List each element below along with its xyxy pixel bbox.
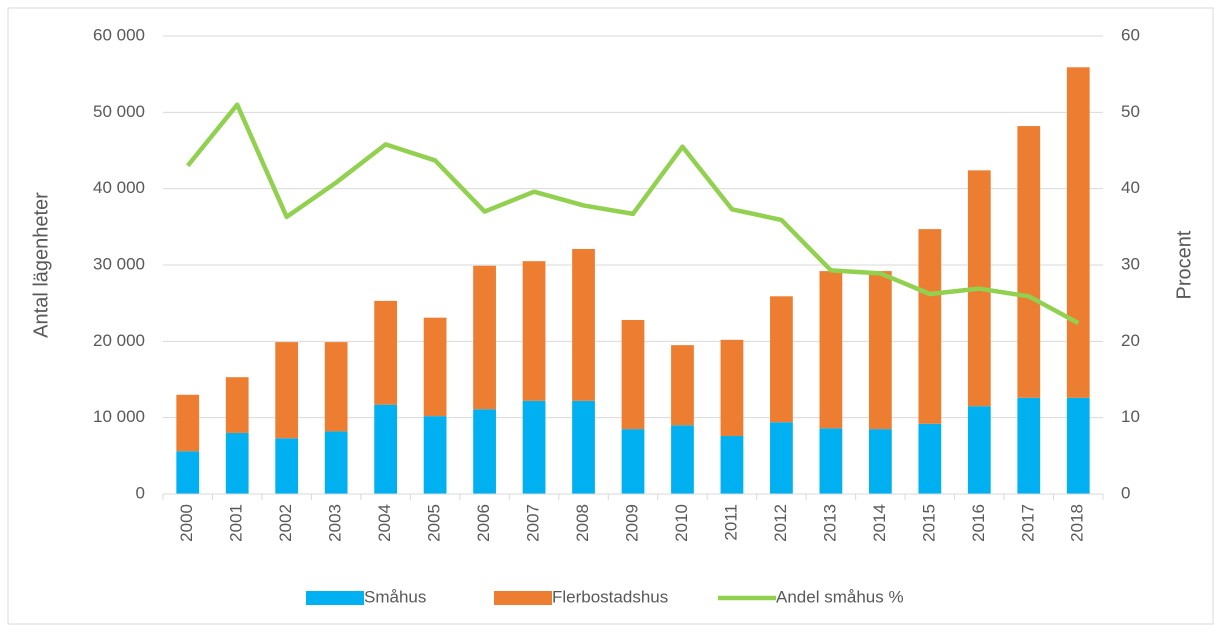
- bar: [868, 271, 892, 430]
- chart-border: [7, 7, 1214, 625]
- x-tick-label: 2005: [425, 504, 444, 542]
- x-tick-label: 2009: [622, 504, 641, 542]
- bar: [720, 435, 744, 494]
- bar: [423, 416, 447, 494]
- bar: [522, 261, 546, 401]
- bar: [1017, 397, 1041, 494]
- bar: [176, 394, 200, 452]
- legend-label: Flerbostadshus: [552, 587, 668, 606]
- x-tick-label: 2012: [771, 504, 790, 542]
- y-tick-label: 30 000: [93, 254, 145, 273]
- bar: [621, 319, 645, 430]
- bar: [1017, 126, 1041, 398]
- bar: [720, 339, 744, 436]
- bar: [275, 342, 299, 439]
- bar: [473, 265, 496, 410]
- y2-tick-label: 20: [1121, 331, 1140, 350]
- legend-label: Småhus: [364, 587, 426, 606]
- bar: [1066, 67, 1090, 398]
- y2-tick-label: 30: [1121, 254, 1140, 273]
- x-tick-label: 2003: [326, 504, 345, 542]
- bar: [176, 451, 200, 494]
- bar: [770, 296, 793, 423]
- x-tick-label: 2010: [672, 504, 691, 542]
- y-axis-title: Antal lägenheter: [30, 192, 52, 338]
- legend-swatch: [306, 591, 364, 605]
- x-tick-label: 2018: [1068, 504, 1087, 542]
- x-tick-label: 2015: [919, 504, 938, 542]
- bar: [819, 428, 843, 494]
- bar: [1066, 397, 1090, 494]
- y2-tick-label: 50: [1121, 102, 1140, 121]
- x-tick-label: 2008: [573, 504, 592, 542]
- bar: [770, 422, 793, 494]
- legend-swatch: [494, 591, 552, 605]
- x-tick-label: 2013: [820, 504, 839, 542]
- x-tick-label: 2004: [375, 504, 394, 542]
- x-tick-label: 2011: [721, 504, 740, 541]
- bar: [671, 425, 694, 494]
- bar: [967, 406, 991, 494]
- y2-tick-label: 60: [1121, 25, 1140, 44]
- y-tick-label: 0: [136, 483, 145, 502]
- x-tick-label: 2017: [1018, 504, 1037, 542]
- y-tick-label: 60 000: [93, 25, 145, 44]
- x-tick-label: 2001: [227, 504, 246, 542]
- y-tick-label: 50 000: [93, 102, 145, 121]
- x-tick-label: 2014: [870, 504, 889, 542]
- bar: [275, 438, 299, 494]
- x-tick-label: 2006: [474, 504, 493, 542]
- bar: [374, 404, 398, 494]
- y2-axis-title: Procent: [1173, 230, 1195, 299]
- bar: [918, 229, 942, 424]
- legend-label: Andel småhus %: [776, 587, 904, 606]
- x-tick-label: 2002: [276, 504, 295, 542]
- bar: [671, 345, 694, 426]
- bar: [324, 342, 348, 432]
- bar: [374, 300, 398, 405]
- y-tick-label: 40 000: [93, 178, 145, 197]
- bar: [868, 429, 892, 494]
- bar: [225, 432, 249, 494]
- y-tick-label: 10 000: [93, 407, 145, 426]
- y-tick-label: 20 000: [93, 331, 145, 350]
- bar: [225, 377, 249, 433]
- bar: [819, 271, 843, 429]
- x-tick-label: 2007: [524, 504, 543, 542]
- y2-tick-label: 40: [1121, 178, 1140, 197]
- x-tick-label: 2016: [969, 504, 988, 542]
- bar: [473, 409, 496, 494]
- y2-tick-label: 0: [1121, 483, 1130, 502]
- bar: [423, 317, 447, 417]
- bar: [522, 400, 546, 494]
- x-tick-label: 2000: [177, 504, 196, 542]
- bar: [918, 423, 942, 494]
- bar: [572, 248, 595, 401]
- line: [185, 102, 1080, 325]
- bar: [572, 400, 595, 494]
- bar: [324, 431, 348, 494]
- y2-tick-label: 10: [1121, 407, 1140, 426]
- bar: [621, 429, 645, 494]
